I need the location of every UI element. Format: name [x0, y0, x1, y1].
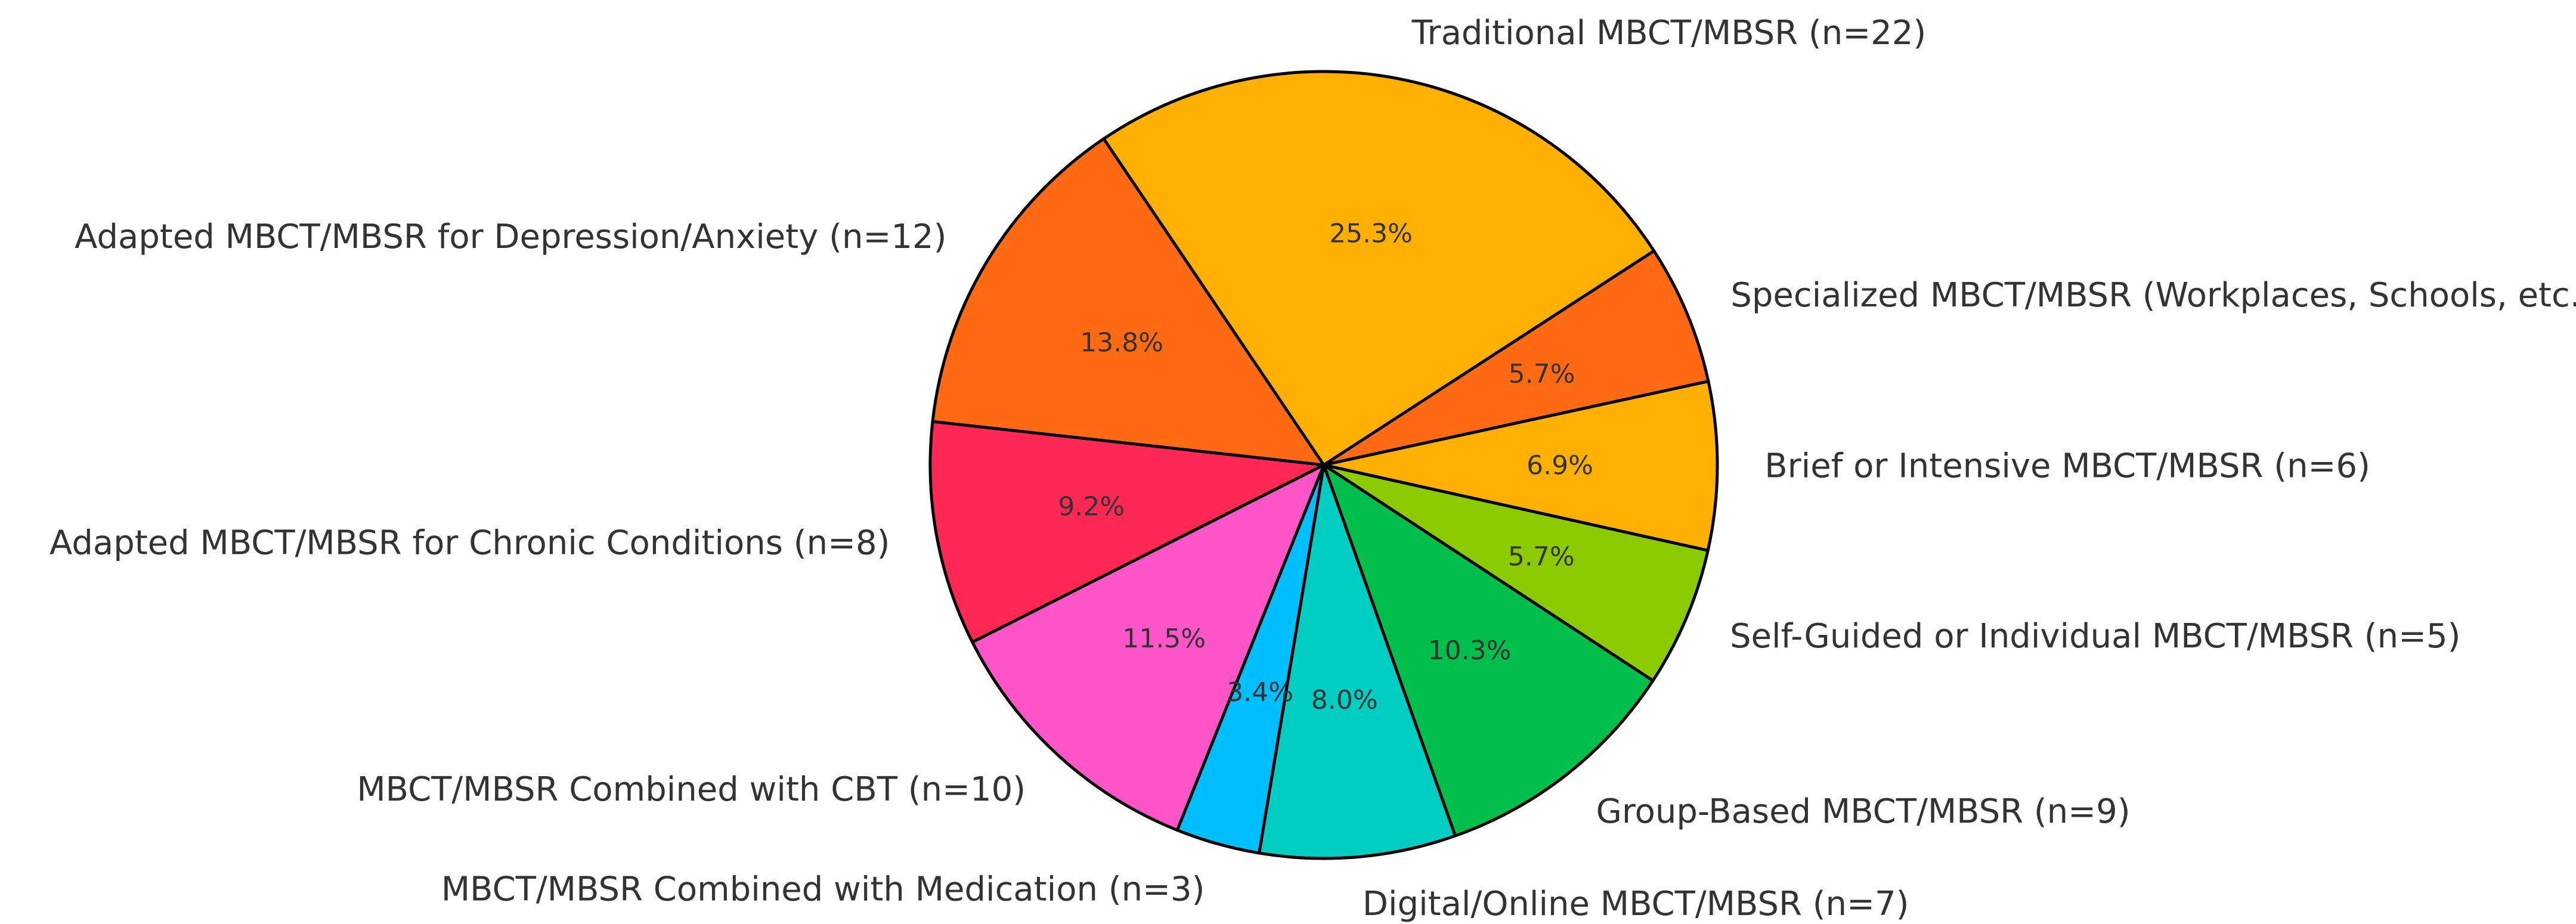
pie-slice-7	[971, 463, 1326, 832]
percent-label-4: 10.3%	[1428, 635, 1512, 666]
percent-label-5: 8.0%	[1311, 685, 1378, 715]
percent-label-7: 11.5%	[1122, 624, 1206, 654]
category-label-8: Adapted MBCT/MBSR for Chronic Conditions…	[49, 523, 890, 562]
pie-slice-1	[1322, 249, 1710, 467]
pie-slice-9	[931, 137, 1326, 467]
pie-slice-2	[1322, 380, 1719, 552]
category-label-7: MBCT/MBSR Combined with CBT (n=10)	[357, 770, 1026, 809]
category-labels-layer: Traditional MBCT/MBSR (n=22) Specialized …	[49, 14, 2576, 923]
percent-label-6: 3.4%	[1227, 677, 1293, 708]
pie-slice-8	[928, 420, 1326, 644]
percent-label-3: 5.7%	[1508, 542, 1575, 572]
percent-labels-layer: 25.3% 5.7% 6.9% 5.7% 10.3% 8.0% 3.4% 11.5% 9.2% 1…	[1058, 218, 1593, 715]
category-label-9: Adapted MBCT/MBSR for Depression/Anxiety…	[75, 218, 946, 256]
category-label-2: Brief or Intensive MBCT/MBSR (n=6)	[1764, 447, 2370, 485]
percent-label-2: 6.9%	[1527, 450, 1593, 480]
category-label-4: Group-Based MBCT/MBSR (n=9)	[1596, 792, 2130, 831]
percent-label-0: 25.3%	[1329, 218, 1413, 249]
percent-label-9: 13.8%	[1080, 328, 1163, 358]
percent-label-1: 5.7%	[1509, 359, 1575, 389]
slices-layer	[928, 70, 1719, 860]
category-label-6: MBCT/MBSR Combined with Medication (n=3)	[441, 870, 1205, 909]
category-label-3: Self-Guided or Individual MBCT/MBSR (n=5…	[1730, 617, 2461, 656]
pie-slice-4	[1322, 463, 1655, 838]
category-label-5: Digital/Online MBCT/MBSR (n=7)	[1363, 885, 1909, 923]
pie-slice-3	[1322, 463, 1710, 683]
category-label-0: Traditional MBCT/MBSR (n=22)	[1411, 14, 1927, 52]
pie-slice-0	[1102, 70, 1656, 467]
percent-label-8: 9.2%	[1058, 492, 1125, 522]
category-label-1: Specialized MBCT/MBSR (Workplaces, Schoo…	[1730, 276, 2576, 315]
